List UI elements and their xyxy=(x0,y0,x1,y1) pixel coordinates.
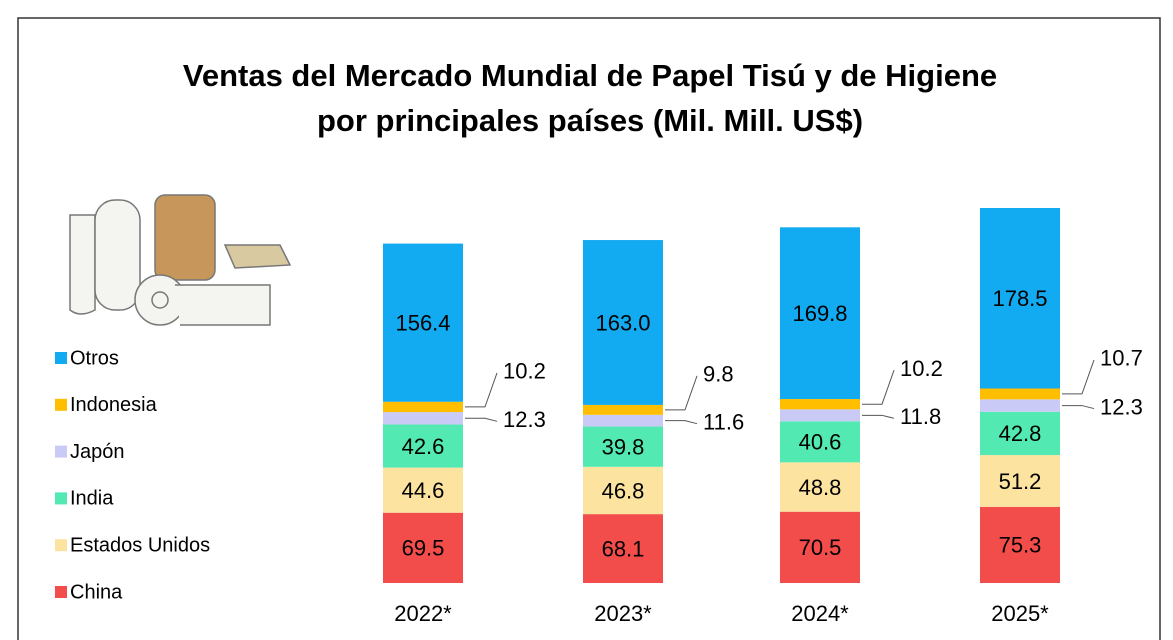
data-label: 169.8 xyxy=(792,301,847,326)
data-label: 40.6 xyxy=(799,430,842,455)
legend-swatch xyxy=(55,352,67,364)
bar-segment xyxy=(383,412,463,425)
data-label: 163.0 xyxy=(595,310,650,335)
bar-segment xyxy=(383,467,463,513)
bar-segment xyxy=(383,424,463,468)
data-label: 51.2 xyxy=(999,469,1042,494)
data-label: 48.8 xyxy=(799,475,842,500)
leader-line xyxy=(465,417,498,422)
bar-segment xyxy=(383,401,463,413)
data-label: 42.8 xyxy=(999,421,1042,446)
leader-line xyxy=(465,372,498,408)
bar-segment xyxy=(780,227,860,400)
bar-segment xyxy=(980,506,1060,583)
data-label: 39.8 xyxy=(602,434,645,459)
data-label: 68.1 xyxy=(602,536,645,561)
data-label: 11.8 xyxy=(900,404,941,429)
illustration xyxy=(69,194,292,326)
leader-line xyxy=(862,370,895,405)
leader-line xyxy=(1062,405,1095,410)
legend-swatch xyxy=(55,492,67,505)
data-label: 12.3 xyxy=(503,407,546,432)
bar-segment xyxy=(583,414,663,427)
bar-segment xyxy=(980,208,1060,389)
data-label: 156.4 xyxy=(395,310,450,335)
bar-segment xyxy=(980,399,1060,412)
bar-segment xyxy=(980,411,1060,456)
x-tick-label: 2023* xyxy=(594,601,652,626)
legend-label: Japón xyxy=(70,441,125,463)
chart-title: por principales países (Mil. Mill. US$) xyxy=(317,103,863,138)
legend-label: India xyxy=(70,488,114,510)
x-tick-label: 2022* xyxy=(394,601,452,626)
bar-segment xyxy=(583,240,663,405)
data-label: 44.6 xyxy=(402,478,445,503)
data-label: 10.2 xyxy=(503,359,546,384)
legend-label: Otros xyxy=(70,347,119,369)
bar-segment xyxy=(780,399,860,410)
leader-line xyxy=(665,375,698,411)
bar-segment xyxy=(383,243,463,402)
data-label: 178.5 xyxy=(992,286,1047,311)
data-label: 9.8 xyxy=(703,362,734,387)
legend-swatch xyxy=(55,398,67,411)
legend-swatch xyxy=(55,445,67,458)
leader-line xyxy=(862,414,895,419)
data-label: 10.2 xyxy=(900,356,943,381)
data-label: 75.3 xyxy=(999,533,1042,558)
bar-segment xyxy=(780,462,860,512)
data-label: 70.5 xyxy=(799,535,842,560)
data-label: 42.6 xyxy=(402,434,445,459)
bar-segment xyxy=(583,466,663,515)
data-label: 12.3 xyxy=(1100,394,1143,419)
bar-segment xyxy=(583,514,663,583)
bar-segment xyxy=(980,388,1060,400)
data-label: 10.7 xyxy=(1100,346,1143,371)
bar-segment xyxy=(980,455,1060,507)
data-label: 69.5 xyxy=(402,536,445,561)
leader-line xyxy=(1062,359,1095,395)
bar-segment xyxy=(383,512,463,583)
x-tick-label: 2025* xyxy=(991,601,1049,626)
legend-label: China xyxy=(70,581,123,603)
bar-segment xyxy=(780,421,860,463)
legend-swatch xyxy=(55,539,67,552)
leader-line xyxy=(665,420,698,425)
bar-segment xyxy=(583,426,663,467)
bar-segment xyxy=(583,404,663,415)
bar-segment xyxy=(780,409,860,422)
x-tick-label: 2024* xyxy=(791,601,849,626)
legend-label: Estados Unidos xyxy=(70,534,210,556)
data-label: 11.6 xyxy=(703,409,744,434)
bar-segment xyxy=(780,511,860,583)
data-label: 46.8 xyxy=(602,478,645,503)
chart-title: Ventas del Mercado Mundial de Papel Tisú… xyxy=(183,58,997,93)
legend-label: Indonesia xyxy=(70,394,158,416)
legend-swatch xyxy=(55,586,67,598)
